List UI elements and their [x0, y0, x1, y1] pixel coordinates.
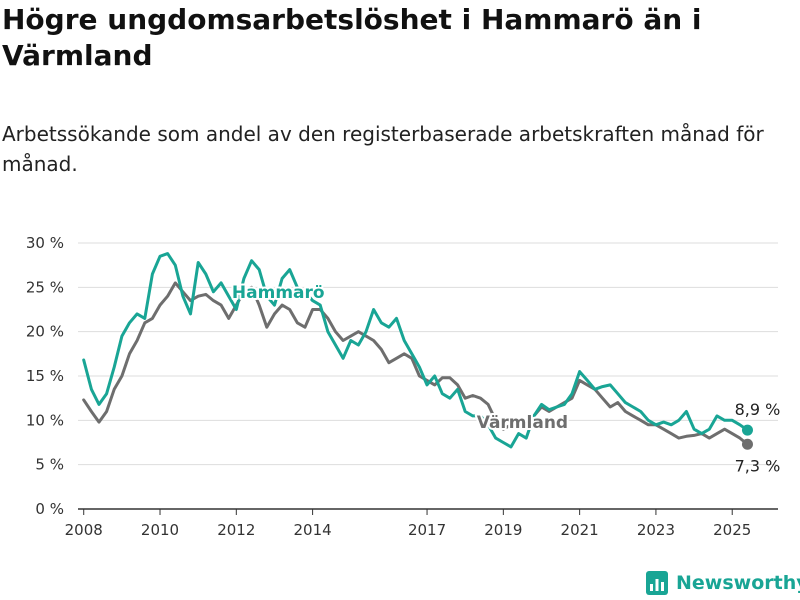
y-tick-label: 15 %: [26, 367, 64, 385]
y-tick-label: 25 %: [26, 278, 64, 296]
y-tick-label: 20 %: [26, 323, 64, 341]
y-tick-label: 30 %: [26, 234, 64, 252]
y-tick-label: 10 %: [26, 411, 64, 429]
series-line-varmland: [82, 281, 749, 446]
brand-name: Newsworthy: [676, 572, 800, 594]
series-end-label-varmland: 7,3 %: [735, 456, 781, 475]
x-tick-label: 2025: [713, 521, 751, 539]
x-tick-label: 2008: [65, 521, 103, 539]
series-end-point-varmland: [741, 438, 753, 450]
series-labels: 7,3 % 8,9 % Hammarö Värmland: [230, 281, 781, 476]
x-tick-label: 2014: [294, 521, 332, 539]
x-tick-label: 2017: [408, 521, 446, 539]
grid-lines: [78, 242, 778, 510]
series-end-label-hammaro: 8,9 %: [735, 400, 781, 419]
x-tick-label: 2012: [217, 521, 255, 539]
chart-logo-icon: [646, 571, 668, 595]
brand-logo: Newsworthy: [646, 569, 800, 597]
line-chart: 0 %5 %10 %15 %20 %25 %30 % 2008 2010 2012 2…: [26, 234, 781, 539]
series-line-hammaro: [82, 252, 749, 449]
chart-title: Högre ungdomsarbetslöshet i Hammarö än i…: [2, 3, 702, 72]
series-name-label-hammaro: Hammarö: [232, 283, 325, 303]
series-name-label-varmland: Värmland: [477, 413, 568, 433]
y-tick-label: 0 %: [35, 500, 64, 518]
x-tick-label: 2023: [637, 521, 675, 539]
x-tick-label: 2019: [484, 521, 522, 539]
series-end-point-hammaro: [741, 424, 753, 436]
y-tick-label: 5 %: [35, 456, 64, 474]
y-axis-ticks: 0 % 5 % 10 % 15 % 20 % 25 % 30 %: [26, 234, 64, 518]
x-axis-ticks: 2008 2010 2012 2014 2017 2019 2021 2023 2025: [65, 509, 751, 539]
x-tick-label: 2021: [561, 521, 599, 539]
chart-subtitle: Arbetssökande som andel av den registerb…: [2, 122, 764, 176]
x-tick-label: 2010: [141, 521, 179, 539]
series-lines: [82, 252, 753, 450]
